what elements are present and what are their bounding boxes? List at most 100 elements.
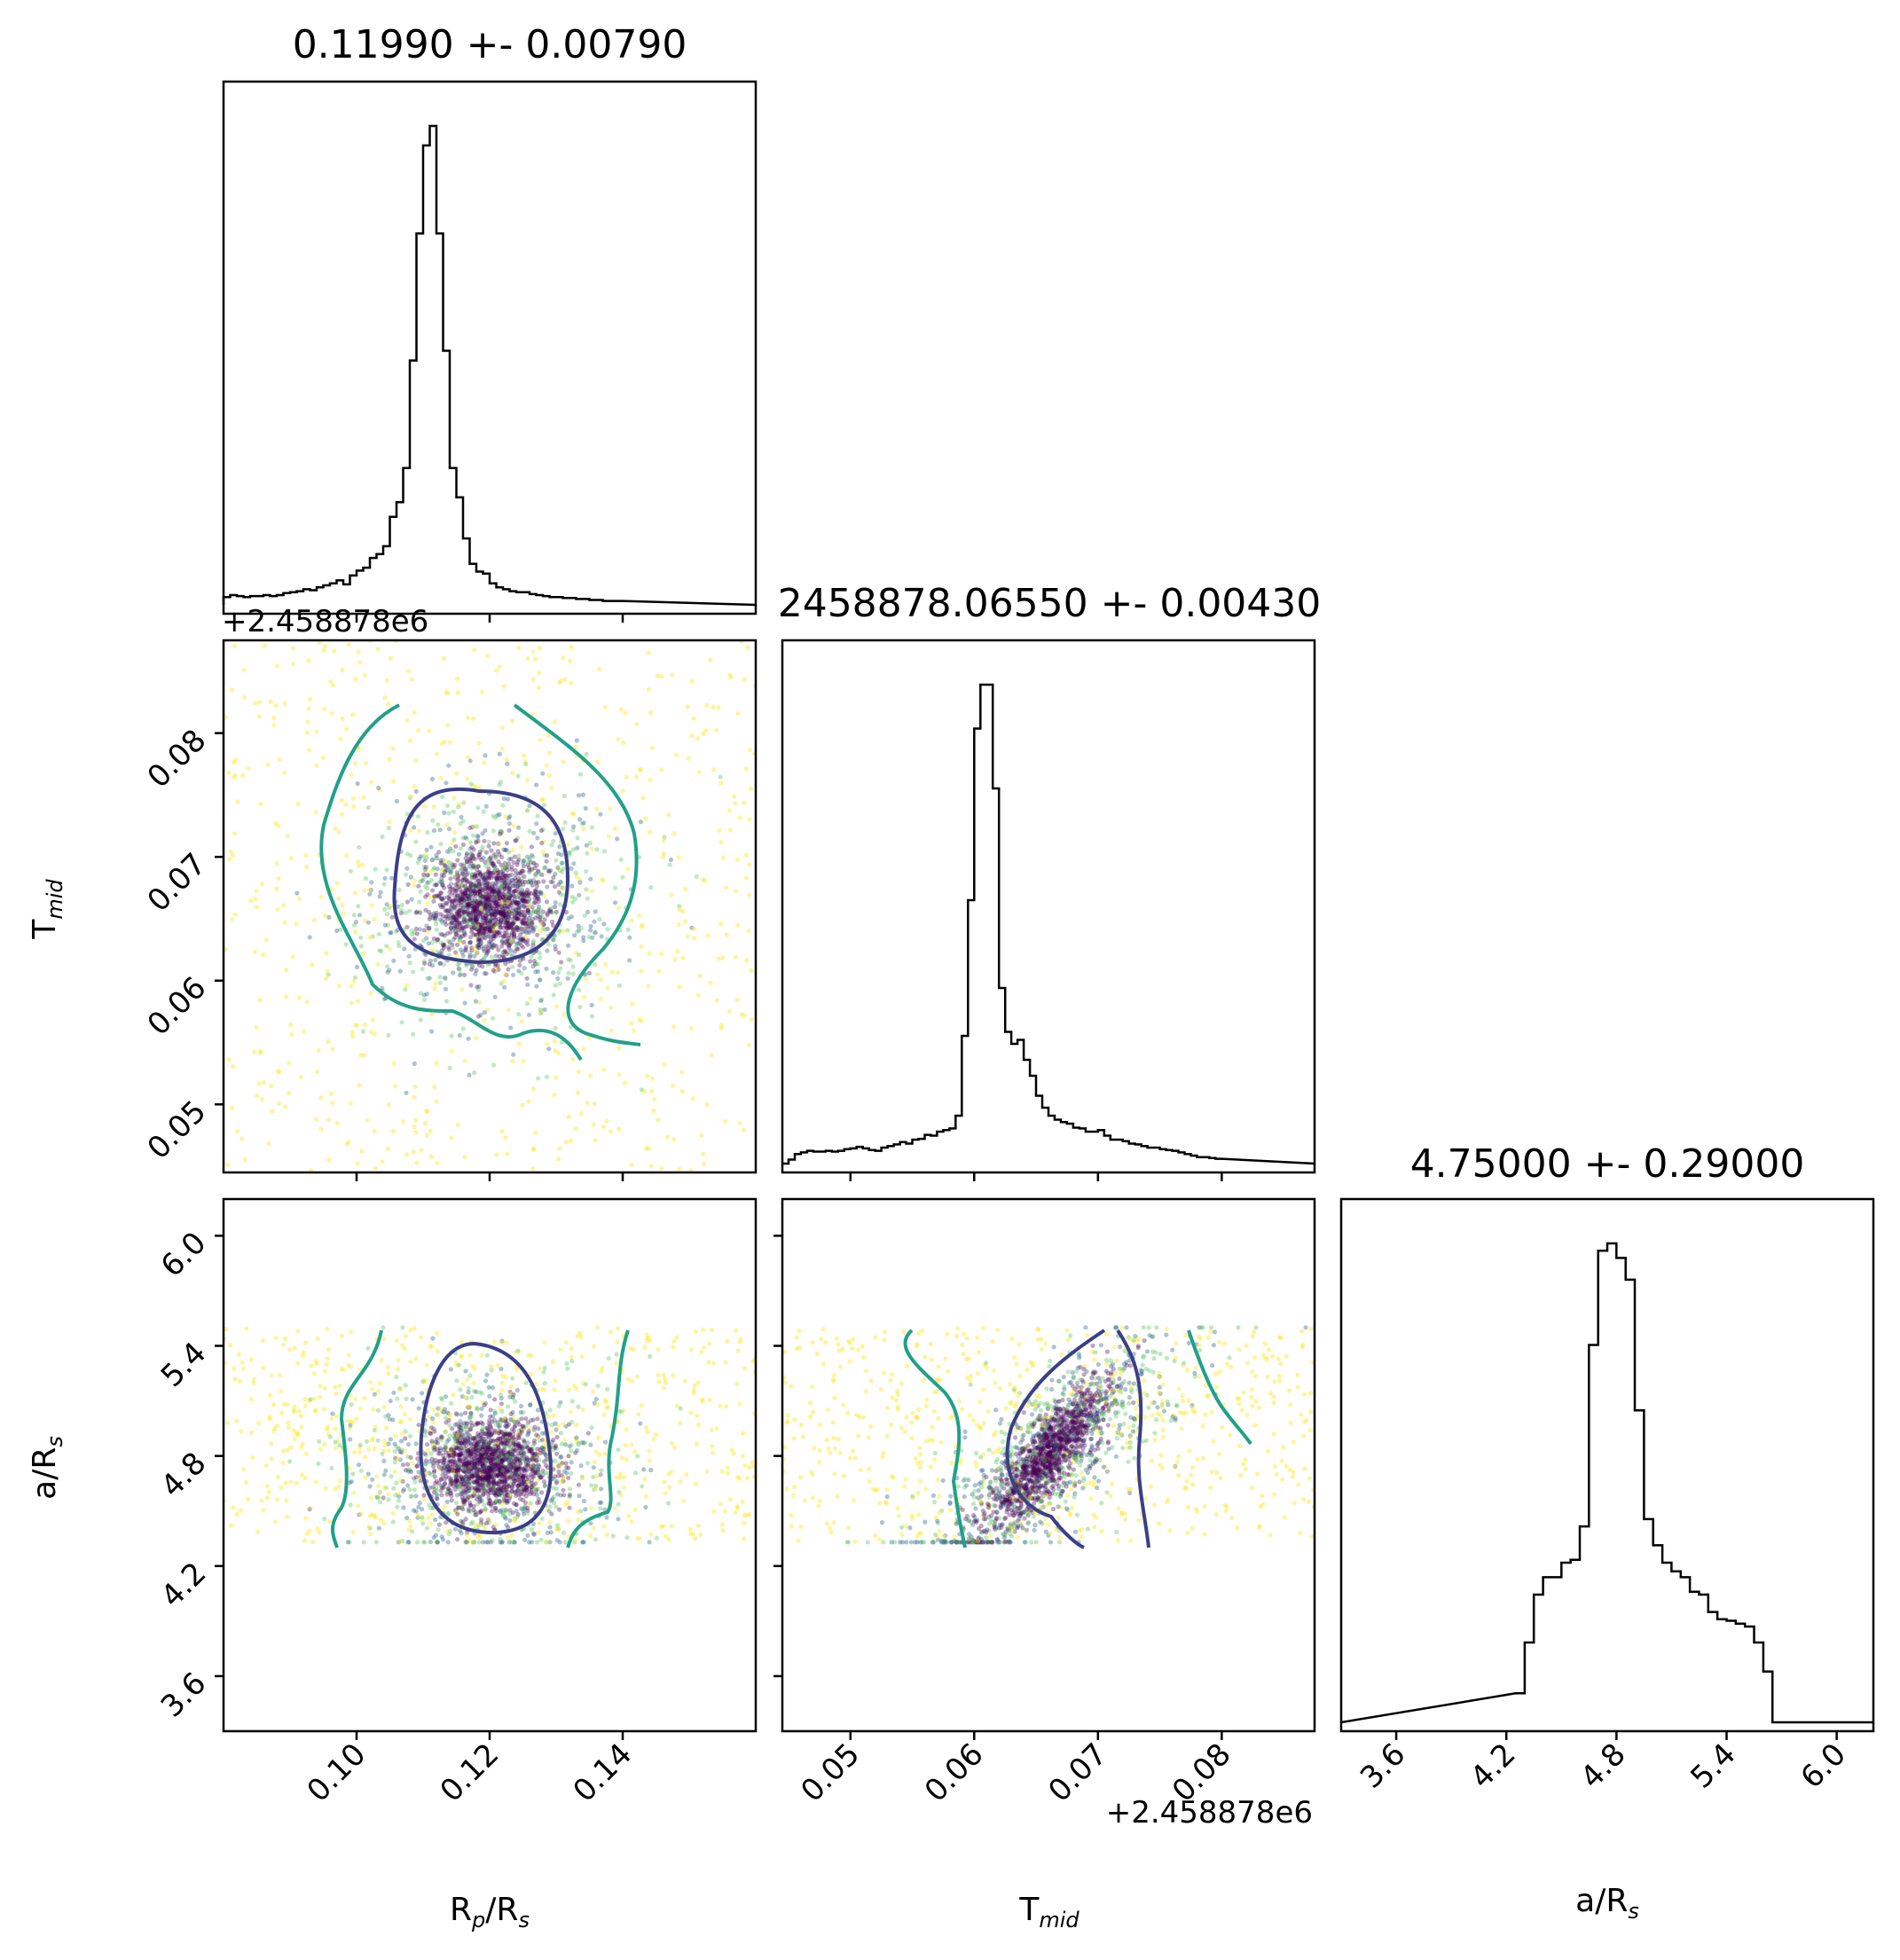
scatter-point xyxy=(455,881,460,887)
scatter-point xyxy=(662,1479,667,1485)
scatter-point xyxy=(487,924,492,929)
scatter-point xyxy=(447,898,452,904)
scatter-point xyxy=(365,1117,371,1123)
scatter-point xyxy=(666,1471,671,1477)
scatter-point xyxy=(739,1012,744,1017)
scatter-point xyxy=(457,907,462,913)
scatter-point xyxy=(503,915,509,921)
scatter-point xyxy=(514,925,520,930)
scatter-point xyxy=(483,891,489,897)
scatter-point xyxy=(464,1421,469,1426)
scatter-point xyxy=(474,824,480,829)
scatter-point xyxy=(401,1505,406,1510)
scatter-point xyxy=(742,1462,748,1468)
scatter-point xyxy=(508,1025,514,1031)
scatter-point xyxy=(519,943,524,948)
scatter-point xyxy=(232,772,238,778)
scatter-point xyxy=(496,1445,501,1450)
scatter-point xyxy=(478,891,483,897)
scatter-point xyxy=(242,1156,247,1162)
scatter-point xyxy=(494,894,499,899)
scatter-point xyxy=(468,858,474,864)
scatter-point xyxy=(476,883,482,889)
scatter-point xyxy=(479,888,484,893)
scatter-point xyxy=(479,1435,484,1440)
scatter-point xyxy=(495,1465,500,1470)
scatter-point xyxy=(746,1042,752,1048)
scatter-point xyxy=(643,816,648,821)
scatter-point xyxy=(618,1493,624,1498)
scatter-point xyxy=(483,1400,489,1407)
scatter-point xyxy=(496,890,501,896)
scatter-point xyxy=(498,891,503,898)
scatter-point xyxy=(566,943,571,948)
scatter-point xyxy=(514,916,521,921)
scatter-point xyxy=(482,875,487,881)
scatter-point xyxy=(295,1329,301,1334)
scatter-point xyxy=(466,1481,472,1486)
scatter-point xyxy=(521,936,526,941)
scatter-point xyxy=(480,930,485,936)
scatter-point xyxy=(451,892,457,898)
scatter-point xyxy=(727,672,733,678)
scatter-point xyxy=(568,658,573,663)
scatter-point xyxy=(377,894,382,899)
scatter-point xyxy=(503,972,508,977)
scatter-point xyxy=(499,830,505,835)
scatter-point xyxy=(480,912,485,917)
scatter-point xyxy=(485,908,491,913)
scatter-point xyxy=(548,879,554,884)
scatter-point xyxy=(534,782,539,788)
scatter-point xyxy=(367,1513,373,1519)
scatter-point xyxy=(477,910,483,915)
scatter-point xyxy=(723,1360,728,1365)
scatter-point xyxy=(323,644,328,649)
scatter-point xyxy=(477,1475,483,1481)
scatter-point xyxy=(525,1533,530,1538)
scatter-point xyxy=(517,911,522,916)
scatter-point xyxy=(503,961,508,967)
scatter-point xyxy=(612,900,618,906)
scatter-point xyxy=(460,819,466,824)
scatter-point xyxy=(629,1378,635,1384)
scatter-point xyxy=(571,811,577,818)
scatter-point xyxy=(427,976,432,981)
scatter-point xyxy=(444,1492,450,1497)
scatter-point xyxy=(514,900,519,906)
scatter-point xyxy=(486,839,491,844)
scatter-point xyxy=(469,882,475,888)
scatter-point xyxy=(506,921,512,927)
scatter-point xyxy=(486,874,492,881)
scatter-point xyxy=(496,841,501,847)
scatter-point xyxy=(284,1498,289,1503)
scatter-point xyxy=(462,898,468,903)
scatter-point xyxy=(490,1385,496,1391)
scatter-point xyxy=(244,1326,249,1331)
scatter-point xyxy=(500,908,506,913)
scatter-point xyxy=(407,1416,412,1423)
scatter-point xyxy=(515,1442,522,1447)
scatter-point xyxy=(477,889,483,894)
scatter-point xyxy=(487,894,493,899)
scatter-point xyxy=(541,839,546,844)
scatter-point xyxy=(552,904,558,910)
scatter-point xyxy=(468,900,474,906)
scatter-point xyxy=(524,891,530,897)
scatter-point xyxy=(485,897,491,903)
scatter-point xyxy=(459,912,465,917)
scatter-point xyxy=(513,1442,518,1447)
scatter-point xyxy=(411,969,416,975)
scatter-point xyxy=(396,1367,401,1372)
scatter-point xyxy=(525,924,530,929)
scatter-point xyxy=(457,1032,462,1038)
scatter-point xyxy=(512,893,517,899)
scatter-point xyxy=(386,1447,391,1454)
scatter-point xyxy=(552,1500,557,1506)
scatter-point xyxy=(474,927,479,932)
scatter-point xyxy=(499,1477,504,1483)
scatter-point xyxy=(659,1524,664,1530)
scatter-point xyxy=(502,881,508,886)
scatter-point xyxy=(669,892,674,898)
scatter-point xyxy=(496,1492,501,1497)
scatter-point xyxy=(230,852,235,858)
